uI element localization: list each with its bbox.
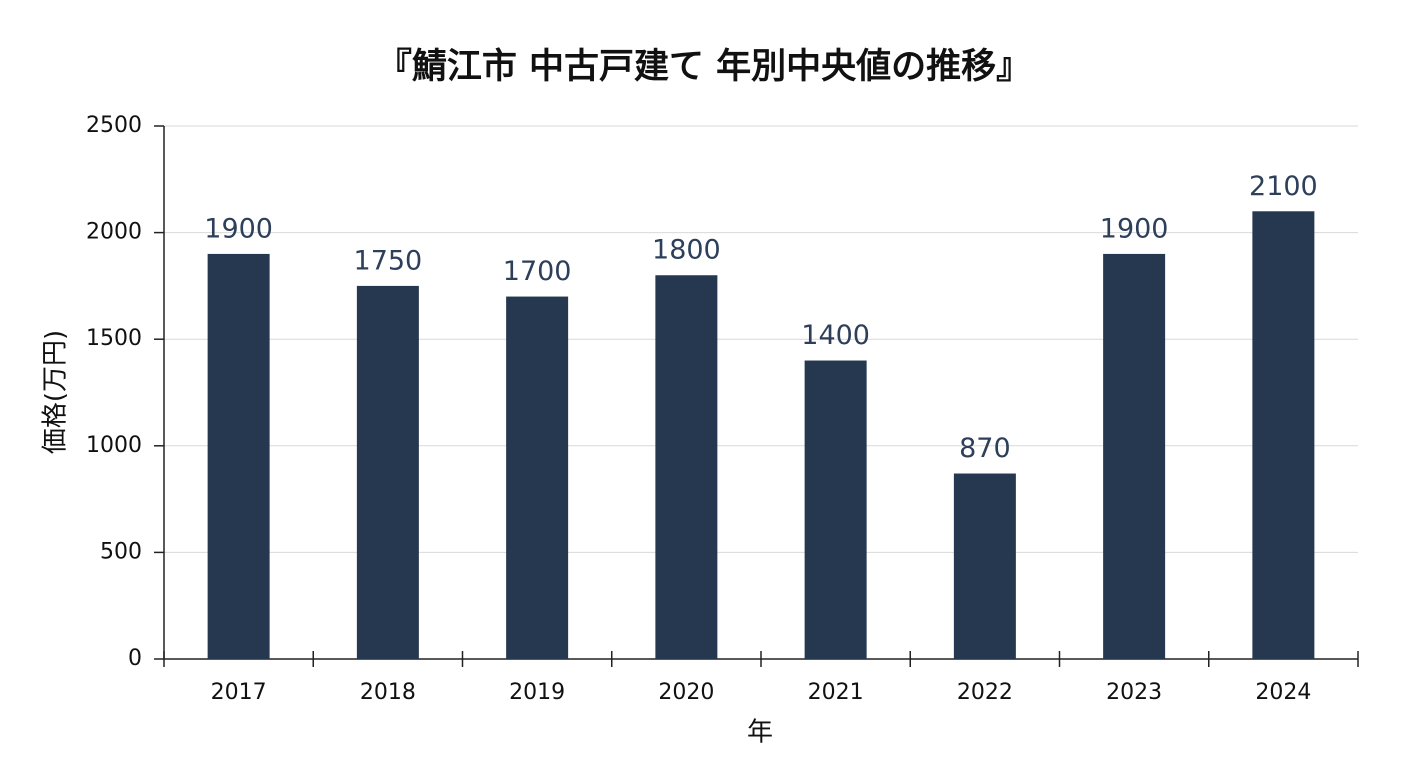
y-tick-label: 1500 (86, 326, 142, 351)
value-label: 1700 (503, 256, 572, 287)
value-label: 870 (959, 433, 1011, 464)
value-label: 1750 (354, 245, 423, 276)
value-label: 1400 (801, 320, 870, 351)
bar (1252, 211, 1315, 659)
x-axis-label: 年 (747, 718, 773, 748)
value-label: 1900 (204, 213, 273, 244)
y-tick-label: 1000 (86, 433, 142, 458)
x-tick-label: 2018 (360, 680, 416, 705)
y-tick-label: 500 (100, 539, 142, 564)
bar (804, 360, 867, 659)
x-tick-label: 2020 (658, 680, 714, 705)
x-tick-label: 2023 (1106, 680, 1162, 705)
x-tick-label: 2017 (211, 680, 267, 705)
value-label: 1800 (652, 235, 721, 266)
value-label: 2100 (1249, 171, 1318, 202)
bar (953, 473, 1016, 659)
bar (1103, 253, 1166, 660)
y-tick-label: 0 (128, 646, 142, 671)
x-tick-label: 2021 (808, 680, 864, 705)
value-label: 1900 (1100, 213, 1169, 244)
bar (356, 285, 419, 659)
y-tick-label: 2000 (86, 220, 142, 245)
x-tick-label: 2022 (957, 680, 1013, 705)
bar (506, 296, 569, 659)
bar (207, 253, 270, 660)
bar (655, 275, 718, 659)
x-tick-label: 2024 (1255, 680, 1311, 705)
y-axis-label: 価格(万円) (41, 330, 71, 454)
chart-title: 『鯖江市 中古戸建て 年別中央値の推移』 (377, 47, 1031, 87)
x-tick-label: 2019 (509, 680, 565, 705)
y-tick-label: 2500 (86, 113, 142, 138)
